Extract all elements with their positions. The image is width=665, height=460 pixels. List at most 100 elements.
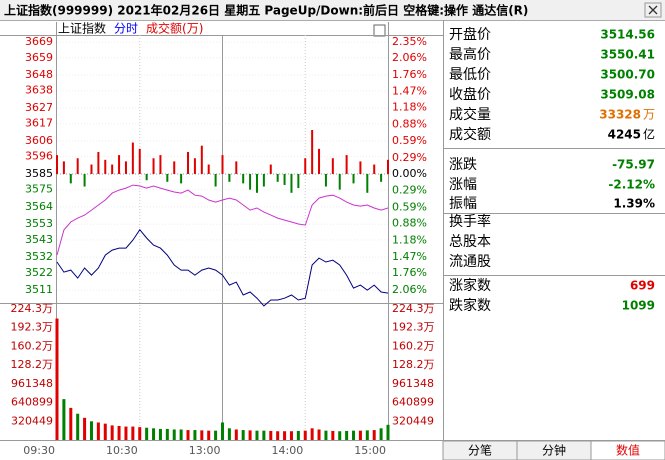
strength-bar	[200, 145, 203, 174]
strength-bar	[207, 164, 210, 174]
y-tick-label: 128.2万	[11, 358, 54, 371]
volume-bar	[124, 426, 128, 440]
y-tick-label: 640899	[11, 396, 53, 409]
strength-bar	[152, 158, 155, 174]
strength-bar	[283, 173, 286, 185]
quote-unit: 亿	[643, 127, 655, 142]
strength-bar	[62, 161, 65, 174]
y2-tick-label: 0.59%	[392, 200, 427, 213]
y-tick-label: 3522	[25, 266, 53, 279]
volume-bar	[158, 428, 162, 440]
volume-bar	[227, 428, 231, 440]
strength-bar	[387, 159, 389, 174]
y-tick-label: 3585	[25, 167, 53, 180]
y2-tick-label: 0.29%	[392, 183, 427, 196]
quote-label: 涨跌	[449, 157, 477, 173]
quote-value: 3550.41	[600, 48, 655, 62]
y2-tick-label: 1.76%	[392, 68, 427, 81]
y-tick-label: 640899	[392, 396, 434, 409]
strength-bar	[373, 164, 376, 174]
strength-bar	[269, 164, 272, 174]
volume-bar	[283, 431, 287, 440]
window-title: 上证指数(999999) 2021年02月26日 星期五 PageUp/Down…	[4, 3, 528, 18]
y2-tick-label: 2.35%	[392, 35, 427, 48]
volume-bar	[317, 429, 321, 440]
quote-label: 收盘价	[449, 86, 491, 103]
toolbar-item: 成交额(万)	[146, 21, 203, 36]
volume-bar	[152, 428, 156, 440]
quote-label: 总股本	[449, 234, 491, 250]
y-tick-label: 3617	[25, 117, 53, 130]
strength-bar	[193, 158, 196, 174]
close-icon	[648, 5, 658, 15]
y-tick-label: 3648	[25, 68, 53, 81]
quote-label: 成交额	[449, 126, 491, 143]
volume-bar	[103, 423, 107, 440]
y-tick-label: 3669	[25, 35, 53, 48]
quote-value: 3500.70	[600, 68, 655, 82]
volume-bar	[110, 425, 114, 440]
volume-bar	[55, 318, 59, 440]
strength-bar	[304, 158, 307, 174]
y-tick-label: 128.2万	[392, 358, 435, 371]
volume-bar	[241, 430, 245, 440]
volume-bar	[165, 428, 169, 440]
volume-bar	[324, 430, 328, 440]
y2-tick-label: 1.47%	[392, 250, 427, 263]
volume-bar	[76, 413, 80, 440]
volume-bar	[372, 430, 376, 440]
x-tick-label: 14:00	[272, 444, 304, 457]
strength-bar	[124, 161, 127, 174]
y2-tick-label: 1.18%	[392, 101, 427, 114]
volume-bar	[69, 407, 73, 440]
volume-bar	[179, 429, 183, 440]
strength-bar	[187, 151, 190, 174]
volume-bar	[352, 430, 356, 440]
strength-bar	[331, 158, 334, 174]
y-tick-label: 160.2万	[11, 339, 54, 352]
y2-tick-label: 0.59%	[392, 134, 427, 147]
volume-bar	[89, 421, 93, 440]
volume-bar	[172, 429, 176, 440]
strength-bar	[255, 173, 258, 193]
y2-tick-label: 1.76%	[392, 266, 427, 279]
strength-bar	[76, 158, 79, 174]
y2-tick-label: 0.88%	[392, 118, 427, 131]
quote-value: 1099	[622, 299, 655, 313]
y2-tick-label: 1.47%	[392, 84, 427, 97]
volume-bar	[255, 430, 259, 440]
strength-bar	[249, 173, 252, 190]
strength-bar	[69, 173, 72, 184]
strength-bar	[228, 173, 231, 182]
quote-value: 3509.08	[600, 88, 655, 102]
volume-bar	[386, 424, 390, 440]
toolbar-item: 上证指数	[58, 21, 106, 36]
strength-bar	[97, 151, 100, 174]
strength-bar	[111, 164, 114, 174]
quote-label: 开盘价	[449, 26, 491, 43]
strength-bar	[180, 173, 183, 184]
settings-icon[interactable]	[373, 24, 386, 37]
volume-bar	[96, 422, 100, 440]
tab-label: 分笔	[468, 443, 492, 458]
y2-tick-label: 1.18%	[392, 234, 427, 247]
quote-value: 4245	[608, 128, 641, 142]
volume-bar	[62, 399, 66, 440]
toolbar-item: 分时	[114, 22, 138, 36]
y2-tick-label: 0.00%	[392, 167, 427, 180]
volume-bar	[214, 430, 218, 440]
y-tick-label: 3532	[25, 250, 53, 263]
volume-bar	[83, 417, 87, 440]
y-tick-label: 3638	[25, 84, 53, 97]
strength-bar	[380, 173, 383, 182]
strength-bar	[221, 155, 224, 174]
volume-bar	[338, 431, 342, 440]
y-tick-label: 3659	[25, 51, 53, 64]
volume-bar	[186, 430, 190, 440]
quote-label: 最低价	[449, 67, 491, 83]
y2-tick-label: 0.29%	[392, 151, 427, 164]
strength-bar	[145, 173, 148, 181]
y-tick-label: 3627	[25, 101, 53, 114]
tab[interactable]	[590, 440, 665, 460]
